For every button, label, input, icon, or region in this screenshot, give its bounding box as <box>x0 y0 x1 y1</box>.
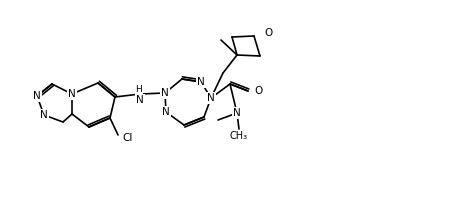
Text: CH₃: CH₃ <box>230 131 248 141</box>
Text: N: N <box>197 77 205 87</box>
Text: H: H <box>135 85 142 94</box>
Text: N: N <box>68 89 76 99</box>
Text: O: O <box>263 28 272 38</box>
Text: N: N <box>161 88 169 98</box>
Text: N: N <box>206 93 214 103</box>
Text: N: N <box>40 110 48 120</box>
Text: Cl: Cl <box>122 133 132 143</box>
Text: N: N <box>162 107 169 117</box>
Text: N: N <box>232 108 240 118</box>
Text: N: N <box>33 91 41 101</box>
Text: N: N <box>136 95 144 105</box>
Text: O: O <box>253 86 262 96</box>
